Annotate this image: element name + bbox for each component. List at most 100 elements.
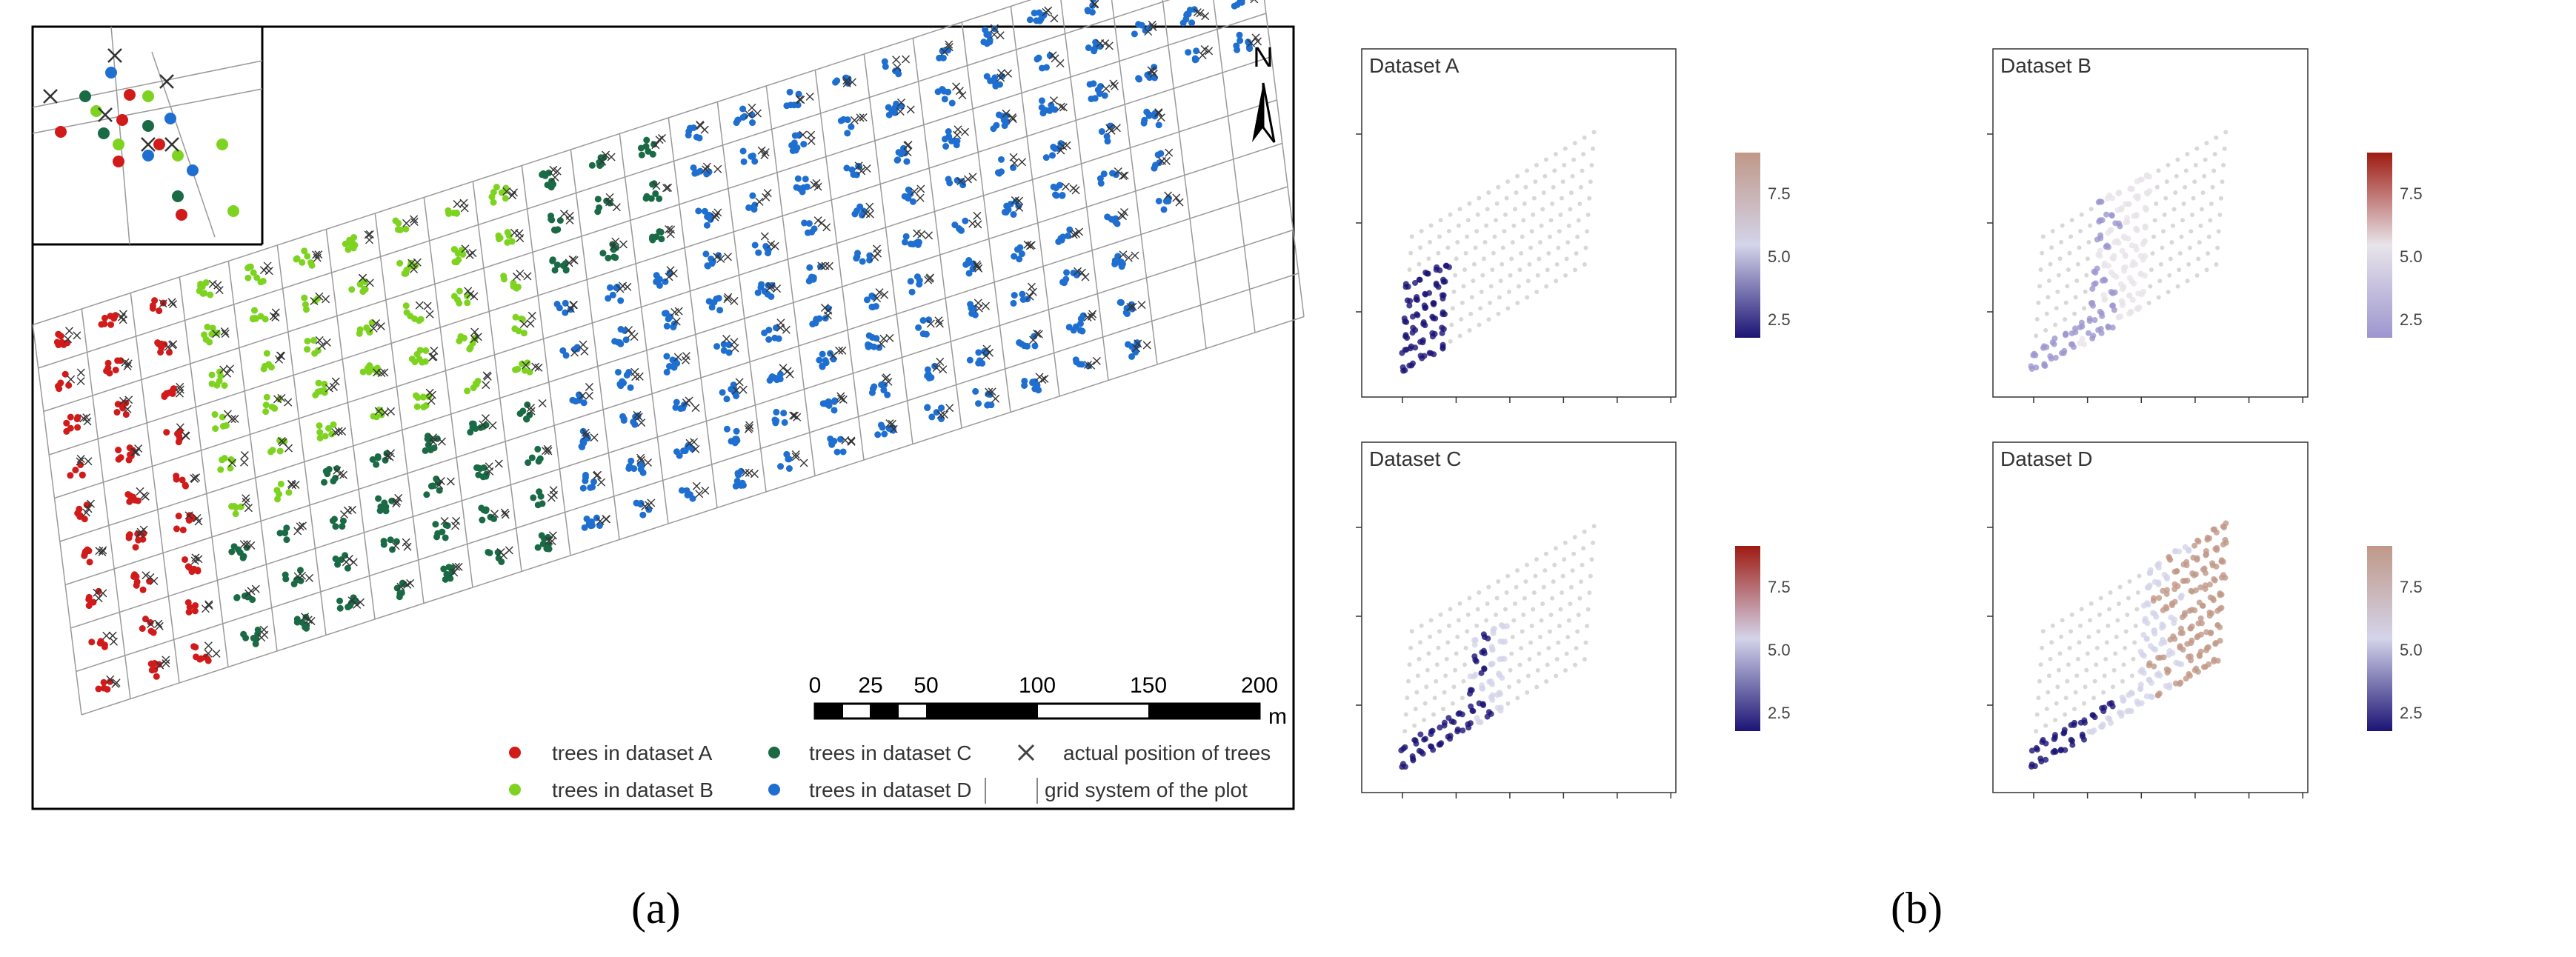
grid-dot	[2127, 579, 2132, 584]
actual-position-marker	[1075, 227, 1084, 236]
map-frame	[1361, 441, 1677, 793]
tree-point	[227, 464, 234, 472]
colorbar	[2367, 153, 2392, 338]
tree-point	[1042, 154, 1050, 161]
legend: trees in dataset A trees in dataset C ac…	[509, 741, 1271, 804]
tree-point	[765, 336, 773, 343]
actual-position-marker	[240, 458, 249, 467]
tree-point	[103, 367, 110, 375]
map-title: Dataset A	[1369, 54, 1460, 77]
grid-dot	[2211, 168, 2217, 173]
grid-dot	[1465, 629, 1470, 634]
grid-dot	[1551, 184, 1556, 190]
tree-point	[201, 290, 208, 297]
tree-point	[2211, 526, 2218, 533]
actual-position-marker	[873, 294, 882, 303]
tree-point	[562, 352, 570, 359]
grid-dot	[1505, 573, 1511, 578]
tree-point	[440, 565, 447, 573]
tree-point	[85, 596, 93, 603]
grid-line	[76, 273, 1299, 673]
legend-label-a: trees in dataset A	[552, 741, 713, 764]
grid-dot	[1587, 196, 1592, 201]
grid-dot	[1545, 267, 1550, 273]
actual-position-marker	[885, 419, 894, 428]
inset-tree-point	[79, 90, 91, 102]
grid-dot	[1515, 173, 1520, 179]
tree-point	[101, 320, 108, 327]
tree-point	[2069, 330, 2075, 336]
tree-point	[2109, 290, 2116, 297]
map-title: Dataset B	[2000, 54, 2091, 77]
tree-point	[2143, 636, 2150, 642]
actual-position-marker	[83, 417, 92, 426]
tree-point	[1437, 741, 1444, 748]
grid-dot	[1488, 284, 1494, 289]
grid-dot	[2043, 723, 2049, 728]
tree-point	[1428, 743, 1434, 750]
tree-point	[1412, 279, 1419, 286]
grid-dot	[1456, 223, 1461, 228]
tree-point	[605, 295, 612, 302]
grid-dot	[1409, 234, 1414, 239]
tree-point	[946, 179, 953, 187]
tree-point	[1065, 324, 1073, 331]
tree-point	[984, 401, 991, 409]
grid-dot	[1437, 234, 1442, 239]
tree-point	[2155, 670, 2162, 677]
grid-dot	[1545, 662, 1550, 667]
tree-point	[1422, 290, 1428, 297]
inset-tree-point	[142, 150, 154, 161]
actual-position-marker	[745, 110, 753, 119]
actual-position-marker	[776, 323, 785, 332]
grid-dot	[1448, 607, 1453, 612]
grid-dot	[1577, 596, 1582, 601]
tree-point	[837, 117, 845, 124]
tree-point	[451, 246, 459, 253]
tree-point	[523, 416, 530, 423]
tree-point	[2182, 578, 2189, 584]
tree-point	[1018, 250, 1025, 258]
tree-point	[1059, 233, 1067, 241]
actual-position-marker	[343, 506, 352, 515]
tree-point	[987, 77, 994, 84]
grid-dot	[1461, 678, 1466, 684]
actual-position-marker	[799, 459, 808, 467]
grid-dot	[1550, 596, 1555, 601]
tree-point	[2058, 350, 2065, 356]
tree-point	[739, 479, 746, 487]
actual-position-marker	[763, 189, 772, 198]
grid-dot	[2179, 234, 2184, 239]
tree-point	[65, 381, 73, 389]
tree-point	[2186, 673, 2193, 679]
tree-point	[2124, 219, 2131, 225]
tree-point	[1421, 736, 1428, 743]
tree-point	[67, 472, 74, 479]
grid-dot	[1505, 701, 1511, 706]
actual-position-marker	[67, 375, 76, 384]
tree-point	[2191, 607, 2198, 613]
tree-point	[2177, 630, 2184, 636]
actual-position-marker	[945, 404, 954, 413]
tree-point	[1398, 747, 1405, 754]
tree-point	[673, 399, 680, 406]
grid-dot	[1477, 590, 1482, 595]
tree-point	[2034, 746, 2040, 753]
grid-dot	[2037, 284, 2042, 289]
tree-point	[2197, 648, 2204, 655]
tree-point	[2102, 277, 2109, 284]
tree-point	[594, 208, 602, 216]
grid-dot	[1415, 673, 1420, 678]
tree-point	[1485, 709, 1492, 716]
actual-position-marker	[829, 351, 838, 360]
actual-position-marker	[934, 316, 943, 325]
tree-point	[442, 576, 449, 583]
actual-position-marker	[527, 404, 535, 413]
tree-point	[2103, 211, 2110, 218]
tree-point	[301, 294, 308, 301]
tree-point	[1085, 44, 1092, 52]
actual-position-marker	[204, 600, 213, 609]
grid-dot	[2089, 601, 2094, 606]
actual-position-marker	[213, 281, 222, 290]
actual-position-marker	[702, 165, 710, 174]
